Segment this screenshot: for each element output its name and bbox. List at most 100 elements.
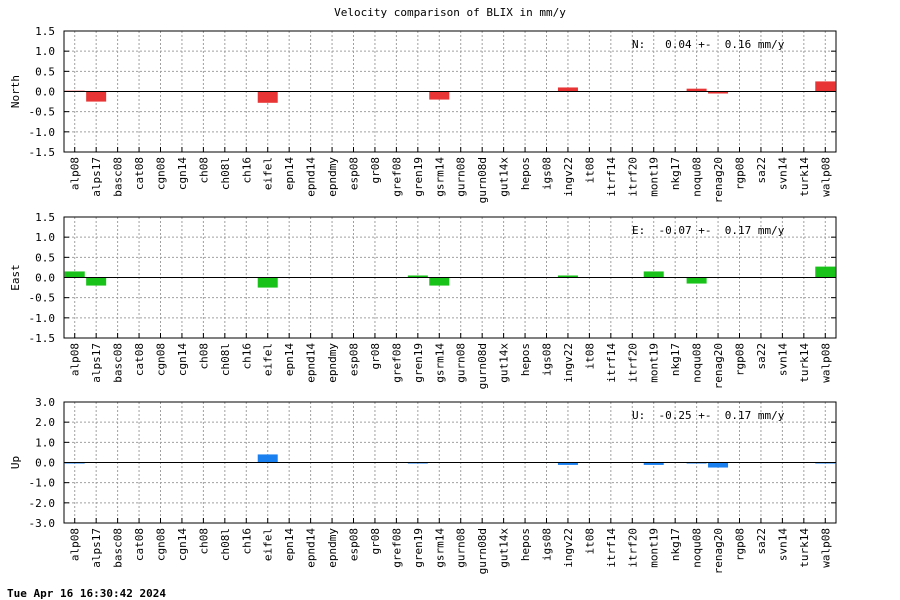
y-tick-label: 3.0 [35,396,55,409]
x-tick-label: alp08 [69,528,82,561]
y-tick-label: 0.0 [35,457,55,470]
bar-eifel [257,91,278,103]
x-tick-label: nkg17 [669,157,682,190]
x-tick-label: walp08 [819,528,832,568]
x-tick-label: epnd14 [305,343,318,383]
bar-noqu08 [686,88,707,92]
x-tick-label: ingv22 [562,157,575,197]
x-tick-label: noqu08 [691,157,704,197]
x-tick-label: itrf20 [626,528,639,568]
y-tick-label: 1.5 [35,25,55,38]
bar-mont19 [643,271,664,278]
x-tick-label: ch08 [197,157,210,184]
x-tick-label: gren19 [412,343,425,383]
x-tick-label: igs08 [541,343,554,376]
x-tick-label: it08 [583,528,596,555]
x-tick-label: it08 [583,157,596,184]
x-tick-label: epnd14 [305,157,318,197]
x-tick-label: hepos [519,343,532,376]
x-tick-label: gren19 [412,157,425,197]
x-tick-label: gurn08d [476,343,489,389]
y-tick-label: 1.0 [35,231,55,244]
x-tick-label: svn14 [776,343,789,376]
x-tick-label: itrf14 [605,528,618,568]
x-tick-label: igs08 [541,157,554,190]
y-tick-label: -1.0 [29,312,56,325]
x-tick-label: cgn14 [176,343,189,376]
y-tick-label: 0.0 [35,86,55,99]
x-tick-label: gr08 [369,343,382,370]
y-tick-label: -1.0 [29,126,56,139]
bar-walp08 [815,81,836,92]
y-tick-label: -0.5 [29,292,56,305]
x-tick-label: alps17 [90,157,103,197]
x-tick-label: cat08 [133,157,146,190]
bar-walp08 [815,266,836,278]
y-tick-label: 1.0 [35,45,55,58]
x-tick-label: epn14 [283,157,296,190]
x-tick-label: svn14 [776,157,789,190]
x-tick-label: alps17 [90,343,103,383]
x-tick-label: ingv22 [562,343,575,383]
x-tick-label: epn14 [283,343,296,376]
x-tick-label: ch16 [240,343,253,370]
footer-timestamp: Tue Apr 16 16:30:42 2024 [7,587,166,600]
x-tick-label: gurn08d [476,157,489,203]
x-tick-label: rgp08 [734,157,747,190]
x-tick-label: cgn08 [155,157,168,190]
x-tick-label: turk14 [798,157,811,197]
x-tick-label: rgp08 [734,528,747,561]
x-tick-label: alp08 [69,343,82,376]
x-tick-label: alps17 [90,528,103,568]
y-axis-label: North [9,75,22,108]
x-tick-label: gsrm14 [433,157,446,197]
y-tick-label: 0.5 [35,251,55,264]
x-tick-label: cgn14 [176,528,189,561]
x-tick-label: mont19 [648,157,661,197]
x-tick-label: itrf20 [626,343,639,383]
bar-renag20 [708,462,729,468]
x-tick-label: turk14 [798,528,811,568]
x-tick-label: epndmy [326,343,339,383]
bar-alps17 [86,277,107,286]
y-tick-label: 0.5 [35,65,55,78]
x-tick-label: mont19 [648,528,661,568]
bar-gsrm14 [429,277,450,286]
x-tick-label: hepos [519,157,532,190]
x-tick-label: esp08 [348,343,361,376]
x-tick-label: epn14 [283,528,296,561]
x-tick-label: cgn08 [155,343,168,376]
x-tick-label: epndmy [326,157,339,197]
x-tick-label: esp08 [348,528,361,561]
bar-alps17 [86,91,107,102]
x-tick-label: noqu08 [691,343,704,383]
x-tick-label: cgn08 [155,528,168,561]
bar-walp08 [815,462,836,464]
x-tick-label: gurn08 [455,343,468,383]
x-tick-label: gurn08d [476,528,489,574]
x-tick-label: noqu08 [691,528,704,568]
y-tick-label: -1.5 [29,146,56,159]
x-tick-label: epndmy [326,528,339,568]
x-tick-label: gref08 [390,528,403,568]
x-tick-label: nkg17 [669,343,682,376]
stats-annotation: N: 0.04 +- 0.16 mm/y [632,38,785,51]
bar-ingv22 [557,462,578,465]
bar-renag20 [708,91,729,94]
x-tick-label: it08 [583,343,596,370]
x-tick-label: walp08 [819,157,832,197]
x-tick-label: sa22 [755,343,768,370]
x-tick-label: gref08 [390,343,403,383]
stats-annotation: U: -0.25 +- 0.17 mm/y [632,409,785,422]
x-tick-label: ingv22 [562,528,575,568]
bar-eifel [257,454,278,463]
x-tick-label: eifel [262,343,275,376]
y-tick-label: 2.0 [35,416,55,429]
x-tick-label: gref08 [390,157,403,197]
x-tick-label: ch08 [197,528,210,555]
x-tick-label: ch08l [219,157,232,190]
stats-annotation: E: -0.07 +- 0.17 mm/y [632,224,785,237]
bar-ingv22 [557,275,578,278]
x-tick-label: eifel [262,157,275,190]
bar-noqu08 [686,277,707,284]
